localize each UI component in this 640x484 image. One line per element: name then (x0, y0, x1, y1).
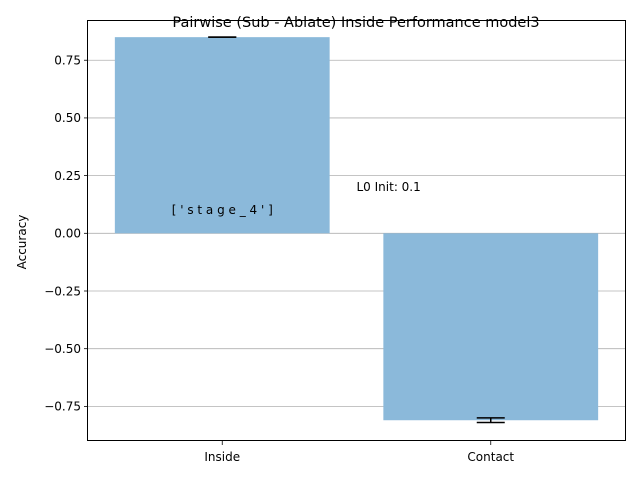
y-tick-label: 0.50 (54, 111, 81, 125)
bar-inside (114, 37, 330, 234)
y-axis-ticks: 0.75 0.50 0.25 0.00 −0.25 −0.50 −0.75 (44, 54, 88, 414)
y-tick-label: −0.75 (44, 400, 81, 414)
y-tick-label: 0.75 (54, 54, 81, 68)
y-axis-label: Accuracy (15, 215, 29, 270)
error-bars (208, 36, 505, 424)
y-tick-label: −0.50 (44, 342, 81, 356)
annotation-label: L0 Init: 0.1 (357, 180, 421, 194)
x-axis-ticks: Inside Contact (204, 441, 514, 464)
plot-area-frame (87, 20, 626, 441)
bars (114, 37, 599, 421)
chart-title: Pairwise (Sub - Ablate) Inside Performan… (172, 15, 539, 31)
y-tick-label: 0.00 (54, 227, 81, 241)
y-tick-label: −0.25 (44, 284, 81, 298)
annotation-label: [ ' s t a g e _ 4 ' ] (172, 203, 273, 217)
x-tick-label: Contact (467, 450, 514, 464)
bar-contact (383, 233, 599, 421)
x-tick-label: Inside (204, 450, 240, 464)
y-tick-label: 0.25 (54, 169, 81, 183)
annotations: [ ' s t a g e _ 4 ' ] L0 Init: 0.1 (172, 180, 421, 217)
